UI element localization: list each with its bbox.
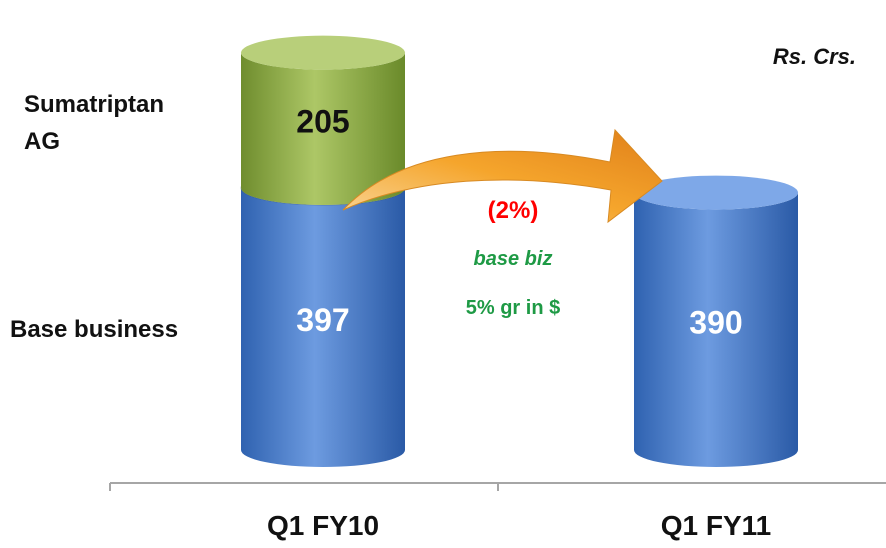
bar-base-business-q1-fy11-top <box>634 175 798 210</box>
x-tick-label-q1-fy10: Q1 FY10 <box>267 510 379 541</box>
bar-sumatriptan-ag-q1-fy10 <box>241 52 405 205</box>
series-label-sumatriptan-line2: AG <box>24 128 60 155</box>
bar-base-business-q1-fy10 <box>241 187 405 467</box>
unit-label: Rs. Crs. <box>773 44 856 69</box>
base-biz-annotation: base biz <box>474 248 553 270</box>
data-label-base-business-q1-fy11: 390 <box>689 304 742 340</box>
series-label-base: Base business <box>10 316 178 343</box>
data-label-sumatriptan-ag-q1-fy10: 205 <box>296 103 349 139</box>
bar-sumatriptan-ag-q1-fy10-top <box>241 35 405 70</box>
bar-base-business-q1-fy11 <box>634 192 798 467</box>
x-tick-label-q1-fy11: Q1 FY11 <box>661 510 772 541</box>
growth-annotation: 5% gr in $ <box>466 297 560 319</box>
data-label-base-business-q1-fy10: 397 <box>296 302 349 338</box>
series-label-sumatriptan-line1: Sumatriptan <box>24 91 164 118</box>
change-annotation: (2%) <box>488 197 539 224</box>
change-arrow <box>342 128 663 224</box>
